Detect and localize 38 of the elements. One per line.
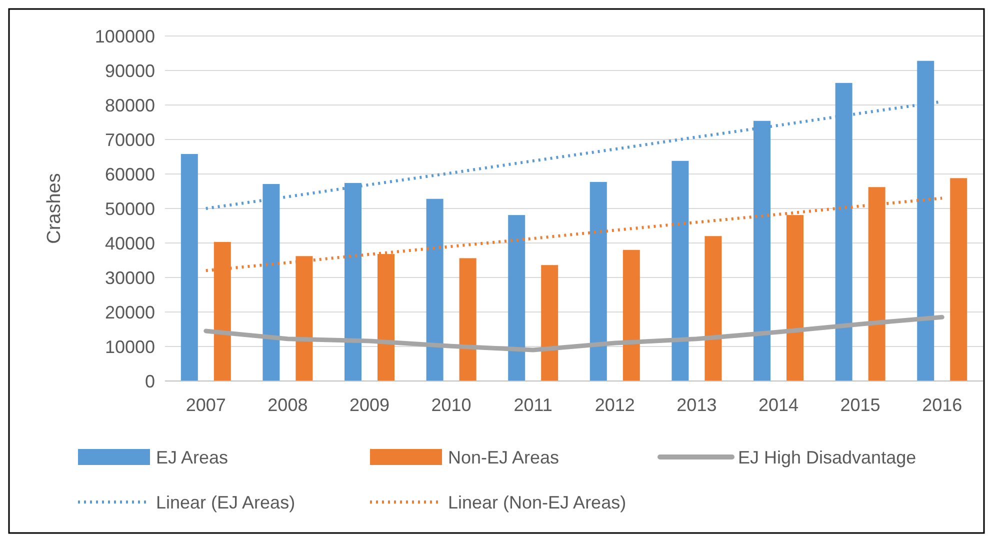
x-tick-label: 2007 (186, 395, 226, 415)
x-tick-label: 2016 (922, 395, 962, 415)
bar (950, 178, 968, 381)
legend-label: EJ High Disadvantage (738, 447, 916, 468)
x-tick-label: 2014 (758, 395, 799, 415)
y-axis-title: Crashes (44, 173, 65, 244)
x-tick-label: 2008 (268, 395, 308, 415)
x-tick-label: 2010 (431, 395, 472, 415)
y-tick-label: 80000 (104, 95, 155, 116)
y-tick-label: 100000 (94, 26, 155, 46)
bar (672, 160, 689, 381)
line-series (204, 314, 944, 352)
y-tick-label: 60000 (104, 164, 155, 184)
x-tick-label: 2012 (594, 395, 635, 415)
legend-label: EJ Areas (156, 447, 228, 468)
bar (180, 154, 198, 381)
y-tick-label: 20000 (104, 302, 155, 322)
y-tick-label: 0 (144, 371, 155, 392)
y-tick-label: 90000 (104, 60, 155, 81)
legend-label: Linear (EJ Areas) (156, 492, 296, 512)
bar (541, 265, 558, 381)
legend-label: Linear (Non-EJ Areas) (448, 492, 626, 512)
y-tick-label: 50000 (104, 198, 155, 219)
bar (622, 250, 640, 381)
legend-label: Non-EJ Areas (448, 447, 560, 468)
bar (426, 198, 444, 381)
y-tick-label: 40000 (104, 233, 155, 254)
bar (704, 236, 722, 381)
x-tick-label: 2011 (514, 395, 552, 415)
x-tick-label: 2015 (840, 395, 880, 415)
x-tick-label: 2013 (676, 395, 717, 415)
bar (459, 258, 476, 381)
y-tick-label: 30000 (104, 268, 155, 288)
y-tick-label: 70000 (104, 130, 155, 150)
bar (508, 215, 526, 381)
bar (590, 182, 607, 381)
y-tick-label: 10000 (104, 336, 155, 357)
x-tick-label: 2009 (349, 395, 390, 415)
